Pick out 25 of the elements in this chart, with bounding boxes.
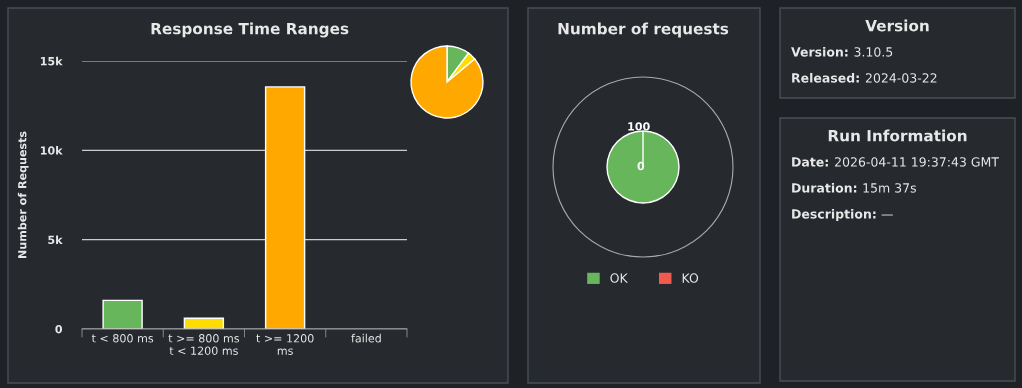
text: Run Information — [828, 129, 967, 142]
bar — [264, 86, 306, 329]
x-tick-label: failed — [351, 333, 381, 343]
text: 0 — [637, 161, 645, 171]
chart-title: Response Time Ranges — [151, 22, 349, 38]
text: Version — [865, 19, 929, 32]
y-axis-title: Number of Requests — [17, 131, 29, 258]
legend-label: KO — [682, 273, 699, 283]
y-tick-label: 5k — [48, 235, 63, 245]
legend-label: OK — [610, 273, 628, 283]
chart-title: Number of requests — [558, 22, 729, 38]
bar — [102, 299, 143, 329]
pie-slice — [410, 45, 484, 119]
text: Duration: 15m 37s — [792, 182, 916, 193]
text: Date: 2026-04-11 19:37:43 GMT — [792, 157, 999, 167]
text: 100 — [628, 122, 650, 131]
text: Released: 2024-03-22 — [792, 72, 937, 83]
x-tick-label: t >= 1200 ms — [256, 334, 314, 355]
y-tick-label: 15k — [40, 56, 63, 66]
x-tick-label: t < 800 ms — [91, 334, 154, 343]
text: Version: 3.10.5 — [791, 46, 893, 57]
y-tick-label: 10k — [40, 146, 63, 155]
x-tick-label: t >= 800 ms t < 1200 ms — [168, 334, 240, 355]
text: Description: — — [792, 208, 893, 222]
y-tick-label: 0 — [55, 324, 63, 334]
